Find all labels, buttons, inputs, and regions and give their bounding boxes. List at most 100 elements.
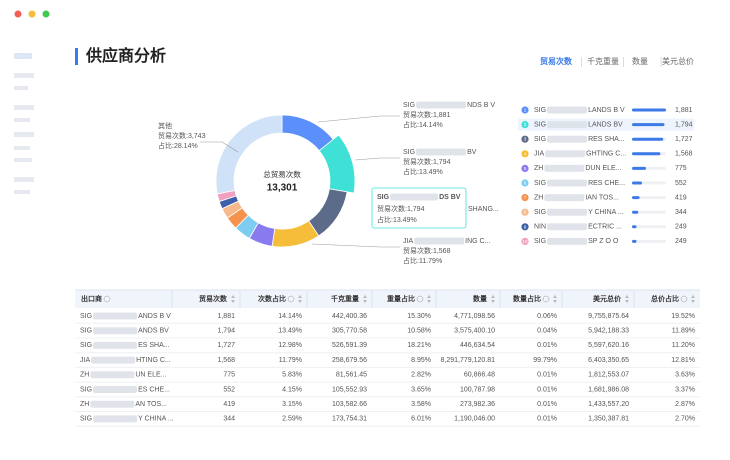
table-cell: 8.95%: [411, 357, 431, 364]
tab[interactable]: 美元总价: [662, 56, 694, 66]
blurred-text: [93, 386, 138, 393]
rank-number: 3: [524, 137, 527, 142]
nav-item[interactable]: [14, 158, 32, 162]
sort-icon[interactable]: [231, 295, 235, 303]
rank-value: 249: [675, 224, 687, 231]
tooltip-share: 占比:13.49%: [377, 215, 417, 224]
sort-icon[interactable]: [553, 295, 557, 303]
nav-item[interactable]: [14, 53, 32, 59]
donut-segment[interactable]: [215, 114, 283, 195]
bar: [632, 137, 664, 141]
maximize-dot[interactable]: [42, 10, 50, 18]
table-header: 数量: [473, 294, 487, 303]
callout-line: [317, 115, 400, 123]
name-start: ZH: [80, 372, 89, 379]
nav-item[interactable]: [14, 132, 34, 137]
center-value: 13,301: [267, 183, 298, 194]
table-cell: 3.63%: [675, 372, 695, 379]
table-cell: 1,881: [217, 313, 235, 320]
table-cell: 442,400.36: [332, 313, 367, 320]
table-cell: 0.04%: [537, 328, 557, 335]
rank-value: 249: [675, 238, 687, 245]
nav-item[interactable]: [14, 105, 34, 110]
name-start: JIA: [534, 151, 544, 158]
blurred-text: [91, 356, 136, 364]
info-icon: [542, 295, 550, 303]
nav-item[interactable]: [14, 177, 34, 182]
bar: [632, 210, 639, 214]
name-start: ZH: [534, 194, 543, 201]
close-dot[interactable]: [14, 10, 22, 18]
blurred-text: [93, 415, 138, 423]
table-cell: 12.81%: [671, 357, 695, 364]
table-cell: 100,787.98: [460, 386, 495, 393]
name-end: BV: [467, 149, 477, 156]
table-cell: 2.87%: [675, 401, 695, 408]
table-cell: 552: [223, 386, 235, 393]
nav-item[interactable]: [14, 146, 30, 150]
name-start: SIG: [534, 180, 546, 187]
table-cell: 0.01%: [537, 416, 557, 423]
rank-value: 552: [675, 180, 687, 187]
minimize-dot[interactable]: [28, 10, 36, 18]
sort-icon[interactable]: [363, 295, 367, 303]
callout-count: 贸易次数:1,568: [403, 246, 451, 255]
tab[interactable]: 贸易次数: [540, 56, 573, 66]
nav-item[interactable]: [14, 73, 34, 78]
rank-number: 7: [524, 195, 527, 200]
blurred-text: [416, 148, 467, 156]
rank-dot: [521, 237, 529, 245]
tab[interactable]: 千克重量: [587, 56, 619, 66]
bar: [632, 181, 642, 185]
sort-icon[interactable]: [298, 295, 302, 303]
rank-dot: [521, 106, 529, 114]
blurred-text: [544, 164, 585, 172]
sort-icon[interactable]: [691, 295, 695, 303]
rank-value: 1,881: [675, 107, 693, 114]
table-cell: 103,582.66: [332, 401, 367, 408]
bar: [632, 123, 665, 127]
table-cell: 11.79%: [279, 357, 302, 364]
table-cell: 81,561.45: [336, 372, 367, 379]
rank-value: 1,568: [675, 151, 693, 158]
rank-number: 6: [524, 180, 527, 185]
name-end: SP Z O O: [588, 238, 619, 245]
nav-item[interactable]: [14, 190, 30, 194]
name-end: Y CHINA ...: [138, 416, 174, 423]
rank-value: 344: [675, 209, 687, 216]
nav-item[interactable]: [14, 118, 30, 122]
bar: [632, 108, 666, 112]
blurred-text: [90, 400, 135, 408]
table-header: 数量占比: [513, 294, 541, 303]
name-start: SIG: [80, 416, 92, 423]
blurred-text: [547, 237, 588, 245]
rank-value: 1,794: [675, 121, 693, 128]
table-cell: 19.52%: [671, 313, 695, 320]
rank-dot: [521, 150, 529, 158]
table-cell: 5,942,188.33: [588, 328, 629, 335]
name-start: JIA: [403, 238, 413, 245]
name-end: AN TOS...: [135, 401, 167, 408]
table-cell: 446,634.54: [460, 342, 495, 349]
table-cell: 0.01%: [537, 372, 557, 379]
table-cell: 13.49%: [278, 328, 302, 335]
table-cell: 258,679.56: [332, 357, 367, 364]
bar: [632, 152, 661, 156]
bar: [632, 196, 640, 200]
name-start: SIG: [80, 342, 92, 349]
table-cell: 173,754.31: [332, 416, 367, 423]
sort-icon[interactable]: [427, 295, 431, 303]
name-end: ANDS B V: [138, 313, 171, 320]
tab[interactable]: 数量: [632, 56, 648, 66]
table-cell: 18.21%: [407, 342, 431, 349]
table-cell: 3.37%: [675, 386, 695, 393]
nav-item[interactable]: [14, 86, 28, 90]
sort-icon[interactable]: [491, 295, 495, 303]
name-end: Y CHINA ...: [588, 209, 624, 216]
table-cell: 419: [223, 401, 235, 408]
callout-share: 占比:13.49%: [403, 167, 443, 176]
sort-icon[interactable]: [625, 295, 629, 303]
table-cell: 6.01%: [411, 416, 431, 423]
table-cell: 1,794: [217, 328, 235, 335]
